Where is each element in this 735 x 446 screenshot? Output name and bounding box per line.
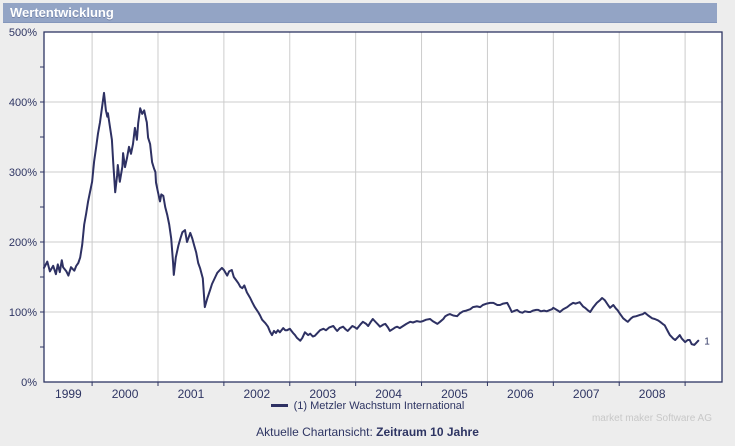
y-axis-label: 200% (9, 237, 37, 249)
x-axis-label: 2002 (243, 387, 270, 401)
panel-title: Wertentwicklung (10, 5, 114, 20)
performance-line (43, 91, 700, 346)
x-axis-label: 2005 (441, 387, 468, 401)
x-axis-label: 2004 (375, 387, 402, 401)
caption-prefix: Aktuelle Chartansicht: (256, 425, 377, 439)
chart-view-caption: Aktuelle Chartansicht: Zeitraum 10 Jahre (0, 425, 735, 439)
legend-label: (1) Metzler Wachstum International (293, 400, 465, 412)
plot-border (43, 31, 723, 383)
legend-line-swatch (270, 403, 288, 407)
x-axis-label: 2008 (639, 387, 666, 401)
y-axis-label: 500% (9, 27, 37, 39)
y-axis-label: 300% (9, 167, 37, 179)
y-axis-label: 400% (9, 97, 37, 109)
x-axis-label: 2001 (178, 387, 205, 401)
plot-background (44, 32, 722, 382)
x-axis-label: 2000 (112, 387, 139, 401)
panel-titlebar: Wertentwicklung (3, 3, 717, 23)
x-axis-label: 2007 (573, 387, 600, 401)
x-axis-label: 2003 (309, 387, 336, 401)
y-axis-label: 0% (21, 377, 37, 389)
vendor-watermark: market maker Software AG (591, 413, 712, 424)
caption-value: Zeitraum 10 Jahre (376, 425, 479, 439)
chart-legend: (1) Metzler Wachstum International (0, 399, 735, 414)
x-axis-label: 2006 (507, 387, 534, 401)
y-axis-label: 100% (9, 307, 37, 319)
x-axis-label: 1999 (55, 387, 82, 401)
series-end-marker: 1 (704, 337, 710, 348)
